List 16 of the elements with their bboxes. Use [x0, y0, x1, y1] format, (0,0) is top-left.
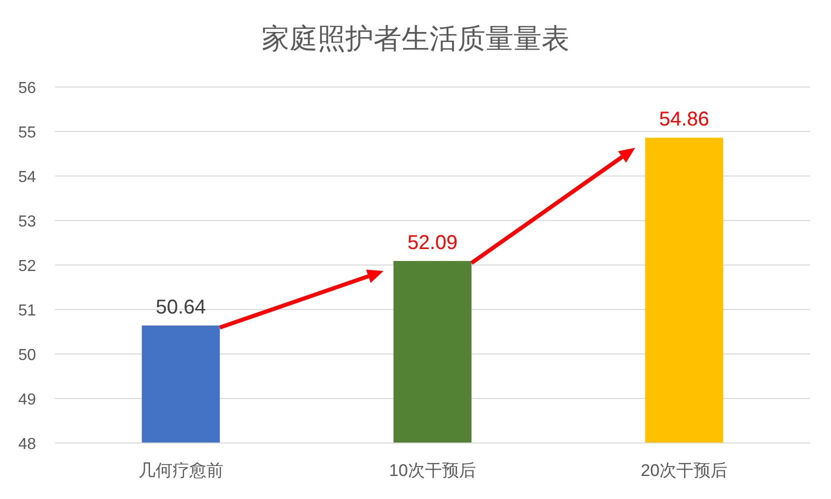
- y-tick-label: 52: [18, 258, 36, 275]
- y-tick-label: 54: [18, 169, 36, 186]
- x-tick-label: 几何疗愈前: [138, 461, 224, 480]
- data-label: 52.09: [407, 232, 458, 254]
- x-tick-label: 20次干预后: [640, 461, 728, 480]
- y-tick-label: 55: [18, 124, 36, 142]
- y-tick-label: 53: [18, 214, 36, 230]
- y-tick-label: 48: [18, 436, 36, 453]
- y-tick-label: 49: [18, 392, 36, 408]
- data-label: 50.64: [156, 296, 206, 319]
- data-label: 54.86: [659, 108, 710, 131]
- y-tick-label: 50: [18, 347, 36, 364]
- y-tick-label: 51: [18, 302, 36, 320]
- chart-title: 家庭照护者生活质量量表: [262, 23, 570, 54]
- y-tick-label: 56: [18, 80, 36, 97]
- x-tick-label: 10次干预后: [389, 461, 476, 480]
